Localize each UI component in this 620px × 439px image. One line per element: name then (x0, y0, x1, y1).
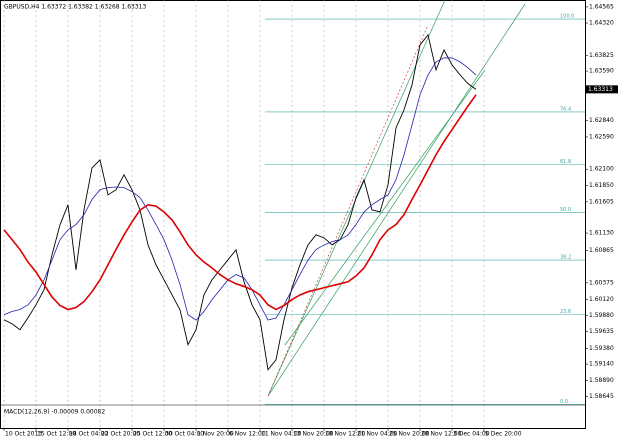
current-price: 1.63313 (588, 86, 613, 93)
fib-label: 0.0 (560, 399, 568, 405)
x-tick-label: 1 Nov 20:00 (197, 431, 234, 438)
x-tick-label: 22 Oct 20:00 (101, 431, 140, 438)
x-tick-label: 10 Oct 2013 (5, 431, 42, 438)
series-line (3, 94, 477, 311)
y-tick-label: 1.61605 (589, 198, 614, 205)
y-tick-label: 1.59140 (589, 361, 614, 368)
y-tick-label: 1.64565 (589, 3, 614, 10)
y-tick-label: 1.58890 (589, 377, 614, 384)
x-tick-label: 25 Oct 12:00 (133, 431, 172, 438)
x-tick-label: 30 Oct 04:00 (165, 431, 204, 438)
y-tick-label: 1.60865 (589, 247, 614, 254)
y-tick-label: 1.62590 (589, 133, 614, 140)
y-tick-label: 1.59880 (589, 312, 614, 319)
plot-frame (0, 0, 586, 429)
x-tick-label: 18 Oct 04:00 (69, 431, 108, 438)
fib-label: 50.0 (560, 207, 571, 213)
fib-label: 76.4 (560, 106, 571, 112)
y-tick-label: 1.59635 (589, 328, 614, 335)
x-tick-label: 5 Dec 20:00 (485, 431, 522, 438)
series-line (3, 33, 477, 371)
y-tick-label: 1.60375 (589, 279, 614, 286)
indicator-label: MACD(12,26,9) -0.00009 0.00082 (4, 409, 105, 416)
price-box (586, 85, 618, 94)
x-tick-label: 18 Nov 12:00 (325, 431, 366, 438)
y-tick-label: 1.61850 (589, 182, 614, 189)
y-tick-label: 1.63590 (589, 68, 614, 75)
x-tick-label: 21 Nov 04:00 (357, 431, 398, 438)
y-tick-label: 1.62100 (589, 166, 614, 173)
x-tick-label: 11 Nov 04:00 (261, 431, 302, 438)
fib-label: 61.8 (560, 159, 571, 165)
fib-label: 100.0 (560, 14, 574, 20)
y-tick-label: 1.64320 (589, 20, 614, 27)
series-line (3, 57, 477, 321)
chart-title: GBPUSD,H4 1.63372 1.63382 1.63268 1.6331… (4, 4, 146, 11)
x-tick-label: 25 Nov 20:00 (389, 431, 430, 438)
y-tick-label: 1.59380 (589, 345, 614, 352)
x-tick-label: 3 Dec 04:00 (453, 431, 490, 438)
fib-label: 38.2 (560, 255, 571, 261)
y-tick-label: 1.61130 (589, 230, 614, 237)
x-tick-label: 6 Nov 12:00 (229, 431, 266, 438)
x-tick-label: 13 Nov 20:00 (293, 431, 334, 438)
x-tick-label: 15 Oct 12:00 (37, 431, 76, 438)
y-tick-label: 1.62840 (589, 117, 614, 124)
fib-label: 23.6 (560, 309, 571, 315)
y-tick-label: 1.58645 (589, 393, 614, 400)
x-tick-label: 28 Nov 12:00 (421, 431, 462, 438)
y-tick-label: 1.63825 (589, 52, 614, 59)
y-tick-label: 1.60120 (589, 296, 614, 303)
